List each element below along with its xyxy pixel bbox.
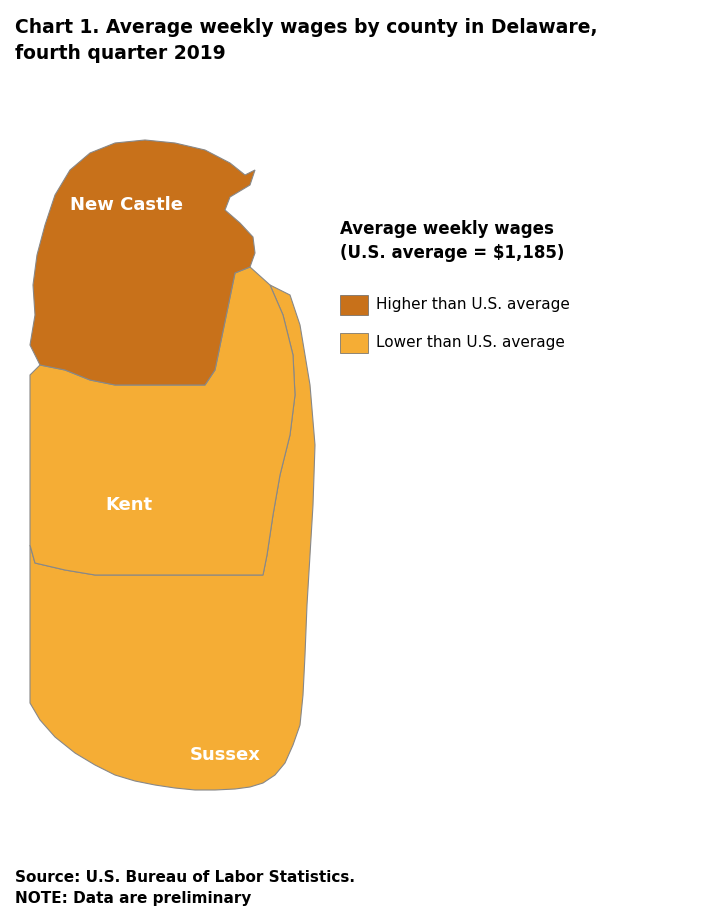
Text: Average weekly wages
(U.S. average = $1,185): Average weekly wages (U.S. average = $1,… [340,220,564,262]
Text: fourth quarter 2019: fourth quarter 2019 [15,44,226,63]
Text: New Castle: New Castle [70,196,183,214]
Text: Sussex: Sussex [190,746,261,764]
Text: Higher than U.S. average: Higher than U.S. average [376,297,570,312]
Polygon shape [30,140,255,385]
Bar [340,295,368,315]
Text: Source: U.S. Bureau of Labor Statistics.
NOTE: Data are preliminary: Source: U.S. Bureau of Labor Statistics.… [15,870,355,906]
Text: Kent: Kent [105,496,152,514]
Bar [340,333,368,353]
Text: Lower than U.S. average: Lower than U.S. average [376,335,565,351]
Polygon shape [30,267,295,575]
Polygon shape [30,285,315,790]
Text: Chart 1. Average weekly wages by county in Delaware,: Chart 1. Average weekly wages by county … [15,18,598,37]
